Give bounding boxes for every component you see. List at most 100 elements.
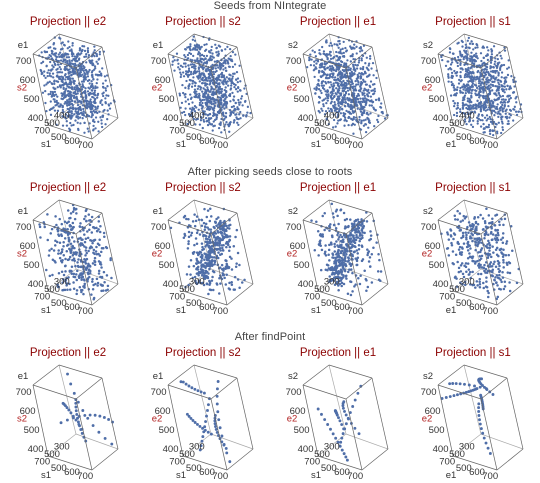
data-point [76,121,79,124]
data-point [56,63,60,66]
data-point [196,58,199,62]
data-point [67,276,70,279]
data-point [491,129,494,132]
data-point [342,282,346,286]
data-point [355,83,358,86]
data-point [496,98,499,101]
data-point [221,64,225,68]
data-point [95,54,99,58]
data-point [470,89,474,92]
data-point [51,68,54,71]
data-point [199,59,202,63]
data-point [468,252,471,255]
data-point [187,265,191,268]
data-point [85,219,88,223]
data-point [484,99,488,102]
data-point [364,118,367,121]
data-point [462,88,465,91]
data-point [494,122,497,126]
data-point [212,256,216,259]
data-point [336,214,339,218]
data-point [495,130,499,133]
data-point [93,93,96,96]
data-point [340,256,343,260]
data-point [219,249,222,252]
data-point [468,270,472,274]
data-point [488,221,491,225]
data-point [84,258,87,262]
data-point [100,99,103,102]
box-edge [32,53,77,69]
data-point [367,64,370,67]
data-point [376,120,380,124]
data-point [459,53,462,57]
data-point [501,122,504,125]
data-point [456,209,459,213]
data-point [60,71,64,74]
data-point [349,67,352,70]
data-point [69,242,73,245]
data-point [81,243,85,247]
data-point [216,231,220,234]
data-point [62,245,65,248]
data-point [185,79,188,83]
data-point [238,286,241,289]
data-point [98,254,102,257]
data-point [505,240,509,243]
data-point [213,60,217,63]
data-point [466,240,470,244]
data-point [186,98,190,101]
data-point [82,110,85,113]
data-point [466,75,469,78]
data-point [224,94,227,97]
data-point [510,75,513,78]
data-point [194,123,197,126]
data-point [88,87,91,90]
data-point [498,264,501,268]
data-point [352,65,355,68]
data-point [76,113,79,116]
box-edge [182,290,228,306]
data-point [48,249,51,252]
panel-title: Projection || e1 [300,182,376,194]
data-point [229,121,232,124]
tick-label: 500 [321,132,337,143]
tick-label: 700 [16,222,32,233]
data-point [228,47,232,51]
data-point [221,238,224,242]
data-point [362,78,365,81]
tick-label: 700 [151,222,167,233]
data-point [345,86,348,89]
data-point [485,207,488,210]
tick-label: 400 [54,110,70,121]
tick-label: 400 [163,279,179,290]
data-point [327,248,331,252]
data-point [500,76,503,79]
data-point [184,86,187,89]
data-point [209,228,213,231]
data-point [328,86,331,89]
data-point [204,69,207,72]
data-point [97,120,100,123]
data-point [184,107,187,110]
data-point [504,76,507,79]
tick-label: 600 [20,75,36,86]
data-point [70,265,74,268]
data-point [68,49,71,52]
data-point [312,64,316,67]
data-point [363,71,367,74]
data-point [234,53,237,56]
data-point [512,78,515,82]
data-point [341,55,344,58]
data-point [95,226,98,230]
data-point [54,63,57,67]
data-point [232,95,236,98]
data-point [60,222,64,226]
data-point [226,45,229,49]
data-point [460,55,464,58]
data-point [214,221,218,224]
data-point [196,53,200,56]
data-point [76,264,80,268]
data-point [56,86,59,89]
data-point [470,94,473,98]
